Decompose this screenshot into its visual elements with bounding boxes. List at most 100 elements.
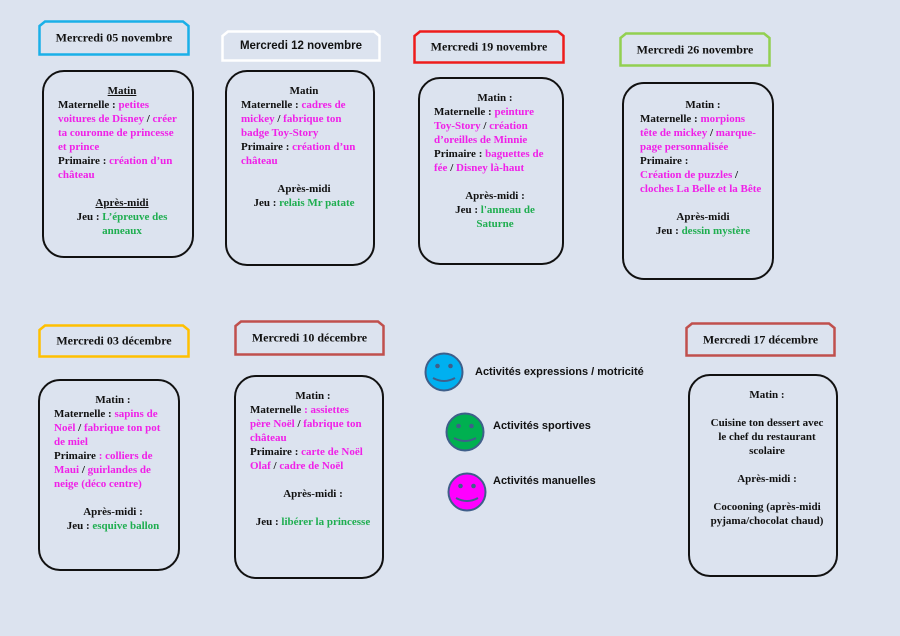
label-text: Jeu : — [253, 197, 280, 209]
label-text: Après-midi : — [465, 190, 525, 202]
date-title: Mercredi 05 novembre — [55, 30, 173, 45]
label-text: Jeu : — [66, 520, 93, 532]
label-text: Primaire : — [640, 155, 689, 167]
card-line: Maternelle : petites — [58, 98, 186, 112]
label-text: Après-midi : — [83, 506, 143, 518]
activity-text: libérer la princesse — [281, 516, 371, 528]
card-line: Cocooning (après-midi — [704, 500, 830, 514]
card-line: Après-midi : — [54, 505, 172, 519]
activity-text: de miel — [54, 436, 88, 448]
date-header: Mercredi 10 décembre — [234, 320, 385, 356]
activity-text: mickey — [241, 113, 275, 125]
activity-text: créer — [152, 113, 177, 125]
card-line — [704, 458, 830, 472]
smiley-icon — [424, 352, 464, 397]
activity-card: Matin : Maternelle : assiettes père Noël /… — [234, 375, 384, 579]
card-line: Primaire : baguettes de — [434, 147, 556, 161]
date-title: Mercredi 03 décembre — [56, 333, 172, 348]
card-line: Maui / guirlandes de — [54, 463, 172, 477]
activity-text: château — [58, 169, 95, 181]
card-line: Noël / fabrique ton pot — [54, 421, 172, 435]
label-text: Cocooning (après-midi — [713, 501, 821, 513]
label-text: / — [75, 422, 84, 434]
activity-text: guirlandes de — [87, 464, 151, 476]
card-line: Après-midi : — [704, 472, 830, 486]
card-line: Olaf / cadre de Noël — [250, 459, 376, 473]
card-line: Matin : — [250, 389, 376, 403]
card-line — [54, 491, 172, 505]
activity-text: création d’un — [109, 155, 173, 167]
card-line: pyjama/chocolat chaud) — [704, 514, 830, 528]
activity-text: tête de mickey — [640, 127, 708, 139]
label-text: / — [79, 464, 88, 476]
label-text: Jeu : — [455, 204, 481, 216]
activity-text: père Noël — [250, 418, 295, 430]
activity-text: relais Mr patate — [279, 197, 355, 209]
activity-text: L’épreuve des — [102, 211, 168, 223]
label-text: Maternelle : — [434, 106, 495, 118]
legend-label: Activités manuelles — [493, 475, 596, 487]
card-line — [250, 501, 376, 515]
card-line — [704, 402, 830, 416]
activity-text: Création de puzzles — [640, 169, 733, 181]
card-line: Jeu : esquive ballon — [54, 519, 172, 533]
label-text: Jeu : — [255, 516, 282, 528]
date-title: Mercredi 12 novembre — [239, 40, 363, 52]
label-text: Cuisine ton dessert avec — [710, 417, 824, 429]
smiley-icon — [447, 472, 487, 517]
card-line: neige (déco centre) — [54, 477, 172, 491]
card-line: Toy-Story / création — [434, 119, 556, 133]
card-line: Après-midi : — [434, 189, 556, 203]
activity-card: Matin : Cuisine ton dessert avec le chef … — [688, 374, 838, 577]
card-line: château — [58, 168, 186, 182]
card-line: Après-midi — [58, 196, 186, 210]
card-line: Primaire : création d’un — [58, 154, 186, 168]
card-line — [241, 168, 367, 182]
label-text: Après-midi : — [737, 473, 797, 485]
label-text: Matin — [107, 85, 137, 97]
card-line: château — [250, 431, 376, 445]
card-line: scolaire — [704, 444, 830, 458]
label-text: scolaire — [749, 445, 785, 457]
card-line: Maternelle : cadres de — [241, 98, 367, 112]
card-line — [250, 473, 376, 487]
card-line: Primaire : carte de Noël — [250, 445, 376, 459]
activity-text: et prince — [58, 141, 100, 153]
card-line: Après-midi : — [250, 487, 376, 501]
card-line: Jeu : relais Mr patate — [241, 196, 367, 210]
date-title: Mercredi 26 novembre — [636, 42, 754, 56]
activity-text: l'anneau de — [480, 204, 535, 216]
activity-text: sapins de — [114, 408, 158, 420]
card-line: Matin : — [54, 393, 172, 407]
date-header: Mercredi 19 novembre — [413, 30, 565, 64]
label-text: Jeu : — [76, 211, 103, 223]
card-line: mickey / fabrique ton — [241, 112, 367, 126]
activity-text: petites — [118, 99, 150, 111]
activity-text: Maui — [54, 464, 80, 476]
label-text: Matin : — [477, 92, 513, 104]
card-line: père Noël / fabrique ton — [250, 417, 376, 431]
label-text: Maternelle : — [241, 99, 302, 111]
label-text: Primaire : — [434, 148, 486, 160]
activity-text: ta couronne de princesse — [58, 127, 174, 139]
card-line: Matin — [58, 84, 186, 98]
card-line: Après-midi — [241, 182, 367, 196]
activity-text: château — [241, 155, 278, 167]
card-line: Primaire : création d’un — [241, 140, 367, 154]
activity-card: Matin : Maternelle : morpions tête de mick… — [622, 82, 774, 280]
legend-label: Activités sportives — [493, 420, 591, 432]
label-text: Matin : — [295, 390, 331, 402]
card-line: Jeu : dessin mystère — [640, 224, 766, 238]
label-text: / — [143, 113, 153, 125]
label-text: Après-midi — [676, 211, 730, 223]
activity-text: carte de Noël — [301, 446, 363, 458]
activity-text: d’oreilles de Minnie — [434, 134, 528, 146]
card-line: badge Toy-Story — [241, 126, 367, 140]
card-line — [640, 196, 766, 210]
card-line: ta couronne de princesse — [58, 126, 186, 140]
activity-text: esquive ballon — [92, 520, 160, 532]
card-line: le chef du restaurant — [704, 430, 830, 444]
activity-text: page personnalisée — [640, 141, 729, 153]
card-line: Matin : — [434, 91, 556, 105]
activity-text: Noël — [54, 422, 76, 434]
